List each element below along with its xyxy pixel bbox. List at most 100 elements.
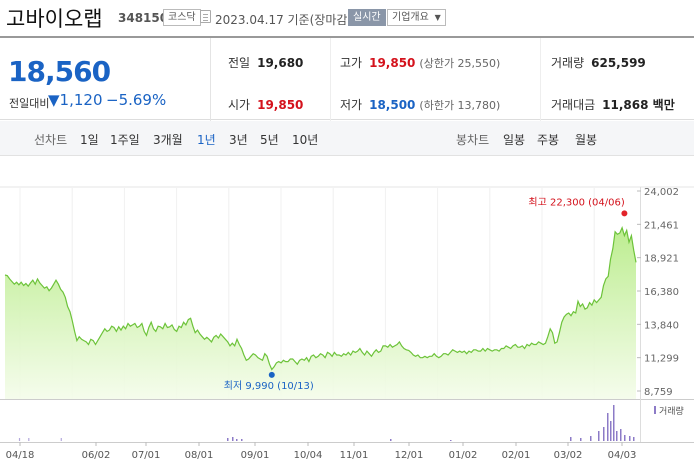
tab-1y[interactable]: 1년 <box>197 133 216 147</box>
volume-bar <box>613 405 615 441</box>
divider <box>330 38 331 122</box>
quote-panel: 18,560 전일대비 ▼1,120 −5.69% 전일 19,680 고가 19,… <box>0 36 694 122</box>
trade-value-cell: 거래대금 11,868 백만 <box>551 96 675 113</box>
volume-bar <box>633 437 635 441</box>
volume-bar <box>624 435 626 441</box>
prev-close-value: 19,680 <box>257 56 304 70</box>
prev-close-label: 전일 <box>228 56 251 70</box>
x-tick-label: 09/01 <box>241 450 270 461</box>
stock-name: 고바이오랩 <box>6 7 103 31</box>
y-tick-label: 16,380 <box>644 287 679 298</box>
company-overview-dropdown[interactable]: 기업개요 ▼ <box>387 9 446 26</box>
volume-bar <box>390 439 392 441</box>
volume-bar <box>227 438 229 441</box>
volume-label: 거래량 <box>551 56 585 70</box>
change-amount: 1,120 <box>59 91 103 109</box>
tab-monthly[interactable]: 월봉 <box>575 133 598 147</box>
price-area <box>5 227 636 399</box>
volume-bar <box>18 438 21 441</box>
prev-close-cell: 전일 19,680 <box>228 54 303 71</box>
y-tick-label: 13,840 <box>644 320 679 331</box>
volume-bar <box>629 436 631 441</box>
volume-bar <box>590 436 592 441</box>
stock-header: 고바이오랩 348150 코스닥 2023.04.17 기준(장마감) 실시간 … <box>0 0 694 36</box>
lower-limit: (하한가 13,780) <box>419 99 501 112</box>
volume-bar <box>603 427 605 441</box>
chevron-down-icon: ▼ <box>434 13 441 22</box>
low-cell: 저가 18,500 (하한가 13,780) <box>340 96 500 113</box>
y-tick-label: 11,299 <box>644 354 679 365</box>
change-percent: −5.69% <box>106 91 167 109</box>
tab-5y[interactable]: 5년 <box>260 133 279 147</box>
high-cell: 고가 19,850 (상한가 25,550) <box>340 54 500 71</box>
y-tick-label: 18,921 <box>644 254 679 265</box>
volume-bar <box>236 439 238 441</box>
tab-1d[interactable]: 1일 <box>80 133 99 147</box>
price-line <box>4 226 637 371</box>
trade-value-label: 거래대금 <box>551 98 596 112</box>
tab-10y[interactable]: 10년 <box>292 133 319 147</box>
candle-chart-label: 봉차트 <box>456 133 490 147</box>
x-tick-label: 04/03 <box>608 450 637 461</box>
current-price: 18,560 <box>8 55 111 88</box>
tab-3y[interactable]: 3년 <box>229 133 248 147</box>
x-tick-label: 07/01 <box>132 450 161 461</box>
min-annotation: 최저 9,990 (10/13) <box>224 380 314 392</box>
tab-1w[interactable]: 1주일 <box>110 133 140 147</box>
live-button[interactable]: 실시간 <box>348 9 386 26</box>
high-value: 19,850 <box>369 56 416 70</box>
volume-bar <box>610 421 612 441</box>
volume-bar <box>580 438 582 441</box>
y-tick-label: 21,461 <box>644 220 679 231</box>
volume-bar <box>616 431 618 441</box>
volume-bar <box>232 437 234 441</box>
volume-bar <box>60 438 62 441</box>
volume-bar <box>598 431 600 441</box>
down-arrow-icon: ▼ <box>48 91 60 109</box>
max-annotation: 최고 22,300 (04/06) <box>528 196 624 208</box>
divider <box>540 38 541 122</box>
change-value: ▼1,120 <box>48 91 103 109</box>
y-tick-label: 24,002 <box>644 187 679 198</box>
open-cell: 시가 19,850 <box>228 96 303 113</box>
volume-bar <box>450 440 452 441</box>
max-point <box>621 210 628 217</box>
x-tick-label: 01/02 <box>449 450 478 461</box>
volume-chart: 거래량 <box>18 400 684 442</box>
x-axis: 04/18 06/02 07/01 08/01 09/01 10/04 11/01 12/01… <box>0 442 694 461</box>
price-chart[interactable]: 24,002 21,461 18,921 16,380 13,840 11,299 8,75… <box>0 178 694 400</box>
quote-date: 2023.04.17 기준(장마감) <box>215 13 353 27</box>
x-tick-label: 04/18 <box>6 450 35 461</box>
line-chart-label: 선차트 <box>34 133 68 147</box>
x-tick-label: 06/02 <box>82 450 111 461</box>
x-tick-label: 11/01 <box>340 450 369 461</box>
x-tick-label: 10/04 <box>294 450 323 461</box>
volume-bar <box>28 438 30 441</box>
x-tick-label: 08/01 <box>185 450 214 461</box>
volume-bar <box>570 437 572 441</box>
stock-code: 348150 <box>118 11 169 25</box>
min-point <box>268 371 275 378</box>
tab-3m[interactable]: 3개월 <box>153 133 183 147</box>
x-tick-label: 03/02 <box>554 450 583 461</box>
upper-limit: (상한가 25,550) <box>419 57 501 70</box>
volume-cell: 거래량 625,599 <box>551 54 646 71</box>
open-value: 19,850 <box>257 98 304 112</box>
x-tick-label: 02/01 <box>502 450 531 461</box>
tab-weekly[interactable]: 주봉 <box>537 133 560 147</box>
volume-value: 625,599 <box>591 56 646 70</box>
volume-bar <box>607 413 609 441</box>
trade-value: 11,868 백만 <box>602 98 675 112</box>
tab-daily[interactable]: 일봉 <box>503 133 526 147</box>
y-tick-label: 8,759 <box>644 387 673 398</box>
volume-bar <box>620 429 622 441</box>
divider <box>210 38 211 122</box>
open-label: 시가 <box>228 98 251 112</box>
low-label: 저가 <box>340 98 363 112</box>
chart-period-tabs: 선차트 1일 1주일 3개월 1년 3년 5년 10년 봉차트 일봉 주봉 월봉 <box>0 121 694 156</box>
market-badge: 코스닥 <box>163 9 201 26</box>
volume-legend-swatch <box>654 406 656 414</box>
x-tick-label: 12/01 <box>395 450 424 461</box>
change-label: 전일대비 <box>9 97 50 110</box>
high-label: 고가 <box>340 56 363 70</box>
